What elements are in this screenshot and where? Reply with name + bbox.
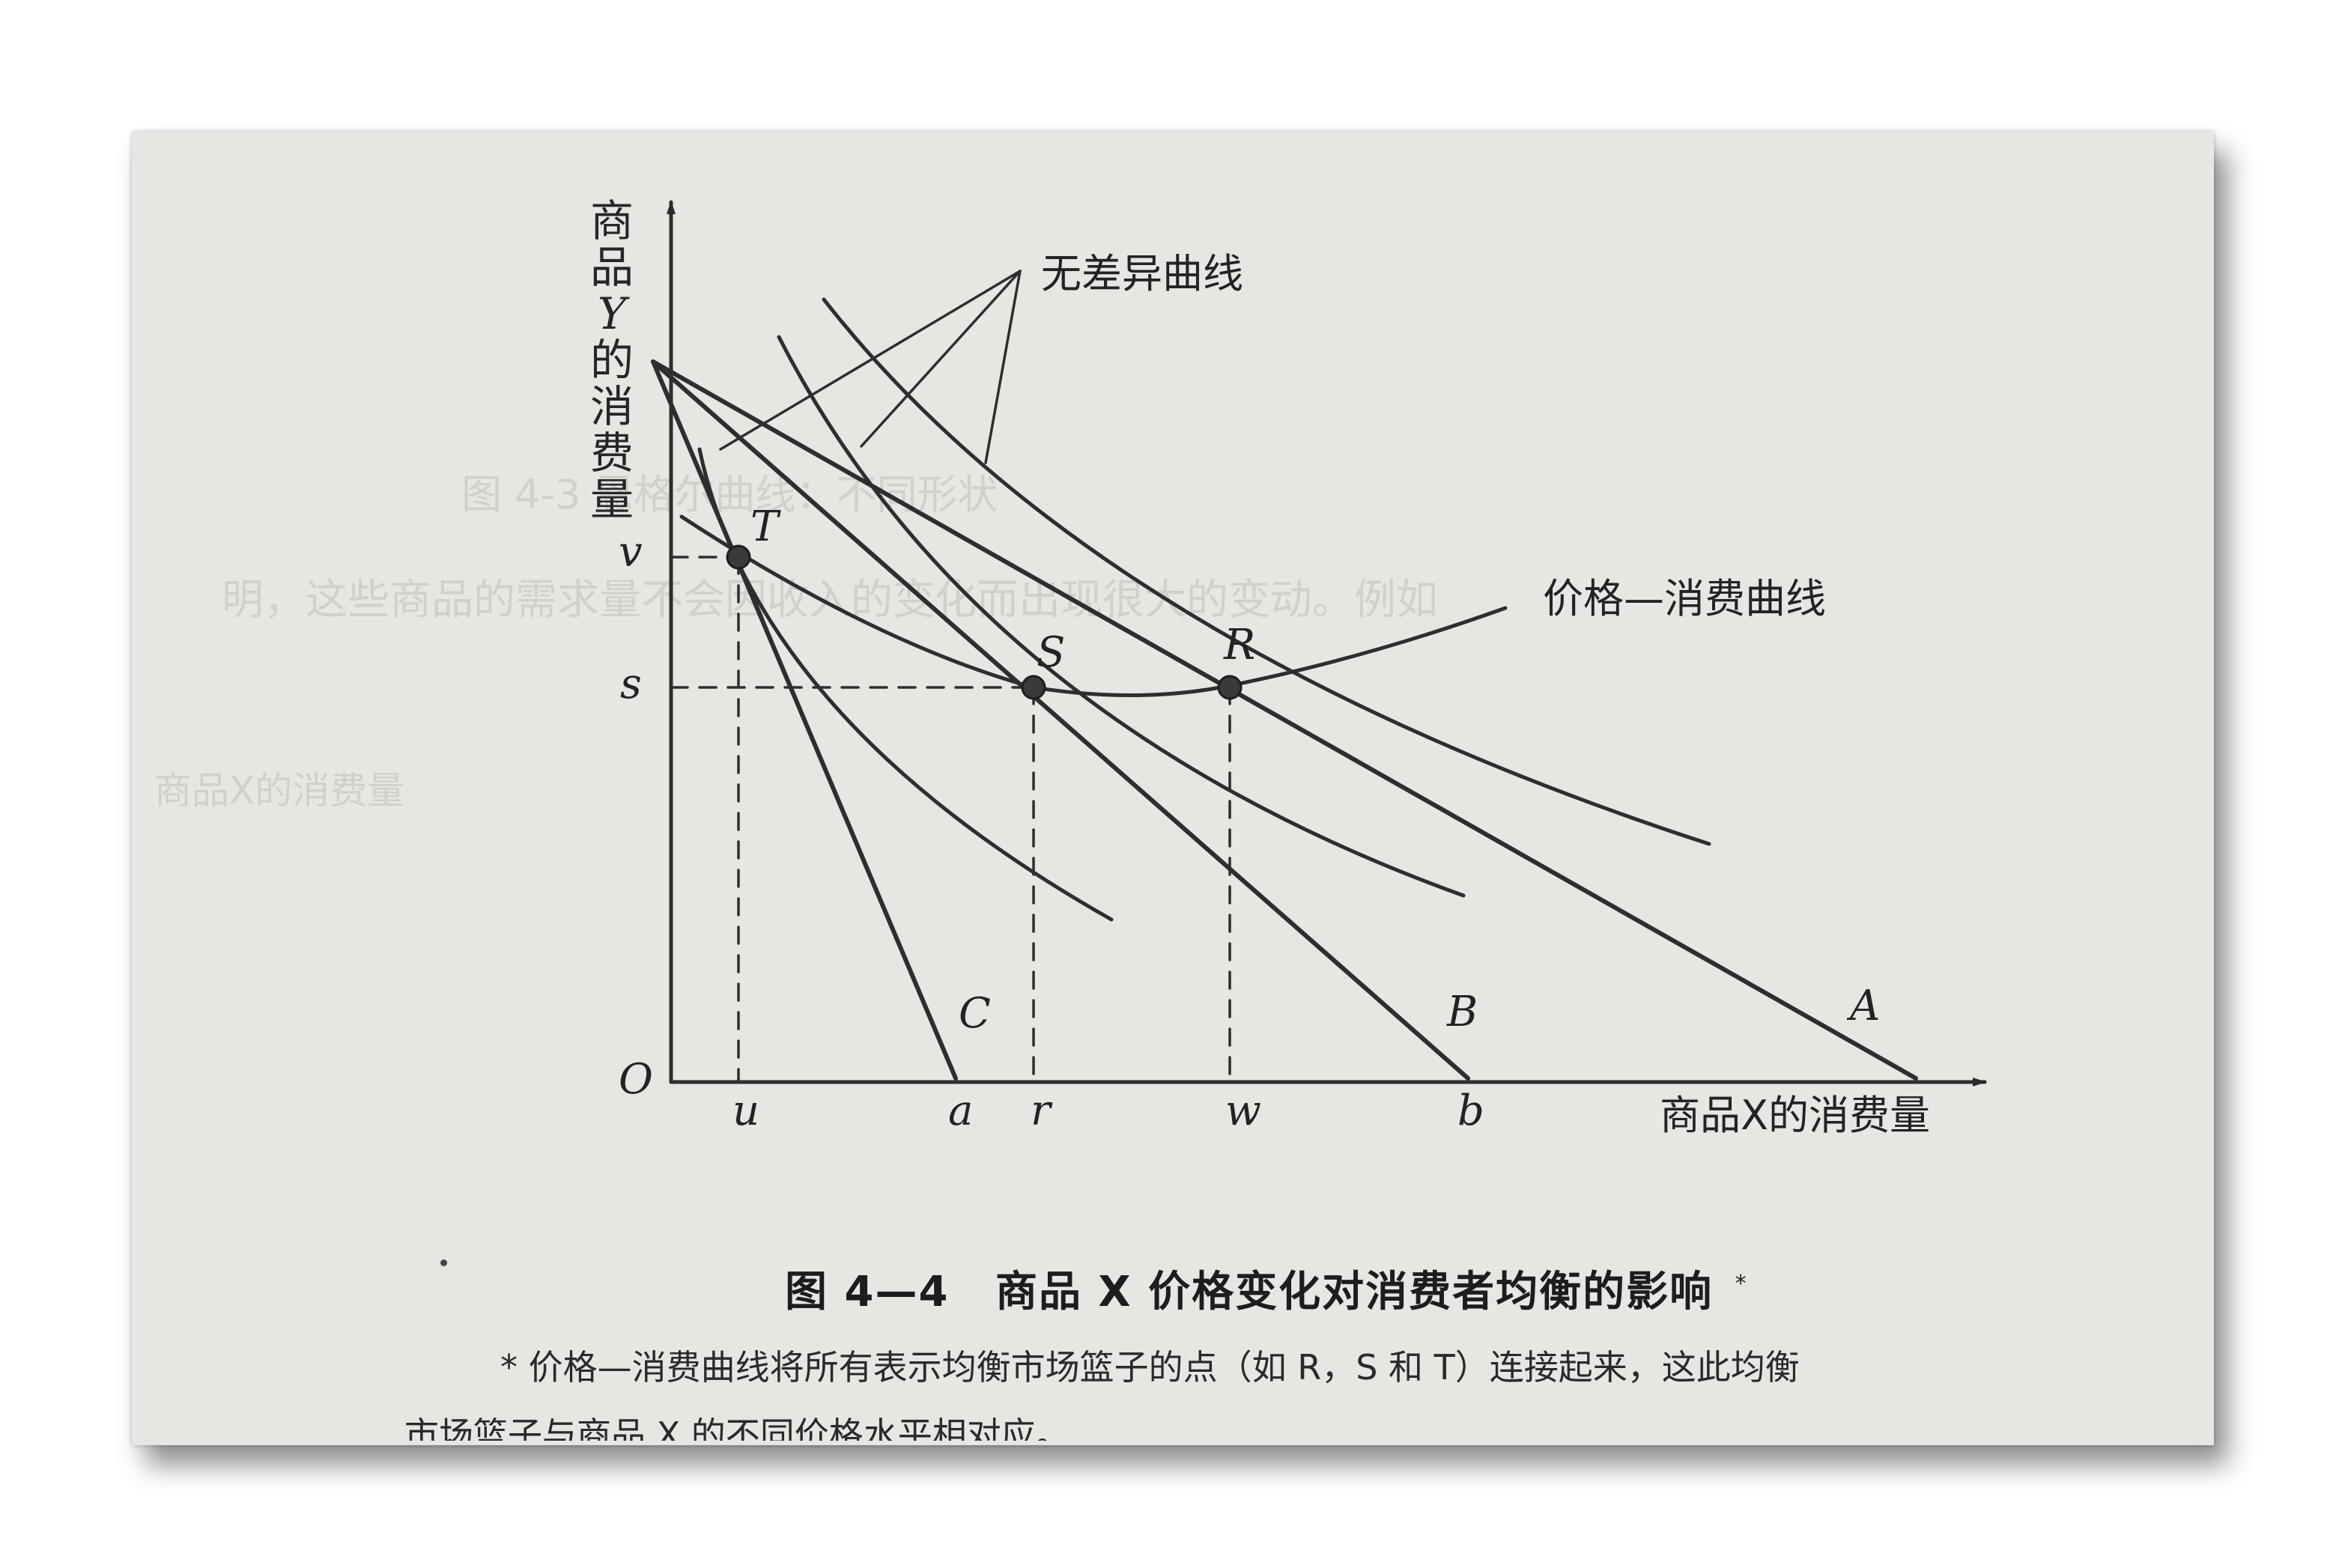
budget-line-c	[651, 359, 958, 1081]
bleed-through-line: 图 4-3 恩格尔曲线：不同形状	[461, 471, 998, 518]
y-axis-label-char: 的	[589, 335, 634, 386]
x-tick-u: u	[732, 1087, 759, 1135]
x-tick-r: r	[1031, 1087, 1053, 1135]
y-axis-label-char: 消	[589, 381, 634, 432]
label-pointer-line	[860, 270, 1022, 448]
indifference-curve-3	[822, 297, 1711, 846]
indifference-curve-1	[697, 447, 1114, 922]
equilibrium-point-s	[1021, 675, 1046, 700]
footnote-line-2: 市场篮子与商品 X 的不同价格水平相对应。	[404, 1414, 1070, 1441]
scanned-page: 图 4-3 恩格尔曲线：不同形状 明，这些商品的需求量不会因收入的变化而出现很大…	[132, 132, 2214, 1445]
y-axis-label-char: 品	[589, 242, 634, 293]
label-pointer-line	[719, 270, 1022, 451]
budget-label-a: A	[1846, 982, 1880, 1030]
caption-prefix: 图 4—4	[785, 1268, 950, 1316]
point-label-s: S	[1037, 628, 1065, 677]
x-tick-a: a	[948, 1087, 973, 1135]
y-axis-label-char: 量	[589, 474, 634, 525]
footnote-line-1: * 价格—消费曲线将所有表示均衡市场篮子的点（如 R，S 和 T）连接起来，这此…	[500, 1347, 1800, 1388]
price-consumption-curve	[679, 514, 1508, 698]
budget-line-a	[651, 359, 1918, 1081]
budget-label-c: C	[959, 989, 991, 1038]
price-consumption-label: 价格—消费曲线	[1543, 575, 1826, 622]
y-axis-label-char: Y	[597, 288, 627, 339]
point-label-r: R	[1223, 621, 1255, 669]
y-tick-v: v	[619, 528, 643, 577]
equilibrium-point-r	[1217, 675, 1243, 700]
x-tick-w: w	[1225, 1087, 1261, 1135]
y-tick-s: s	[620, 660, 642, 708]
bullet-dot	[440, 1259, 447, 1266]
indifference-curve-label: 无差异曲线	[1041, 250, 1243, 297]
budget-line-b	[651, 359, 1470, 1081]
x-tick-b: b	[1457, 1087, 1484, 1135]
bleed-through-line: 商品X的消费量	[154, 769, 405, 812]
caption-title: 商品 X 价格变化对消费者均衡的影响	[995, 1268, 1714, 1316]
x-axis-label: 商品X的消费量	[1660, 1092, 1930, 1139]
equilibrium-point-t	[726, 544, 751, 570]
point-label-t: T	[750, 502, 781, 551]
indifference-curve-2	[777, 335, 1466, 898]
caption-star: *	[1735, 1271, 1748, 1298]
budget-label-b: B	[1446, 988, 1478, 1036]
label-pointer-line	[984, 270, 1022, 464]
bleed-through-line: 明，这些商品的需求量不会因收入的变化而出现很大的变动。例如	[222, 576, 1438, 625]
y-axis-label-char: 费	[589, 428, 634, 478]
origin-label: O	[619, 1055, 653, 1104]
figure-caption: 图 4—4 商品 X 价格变化对消费者均衡的影响 *	[771, 1258, 1748, 1319]
y-axis-label-char: 商	[589, 195, 634, 246]
